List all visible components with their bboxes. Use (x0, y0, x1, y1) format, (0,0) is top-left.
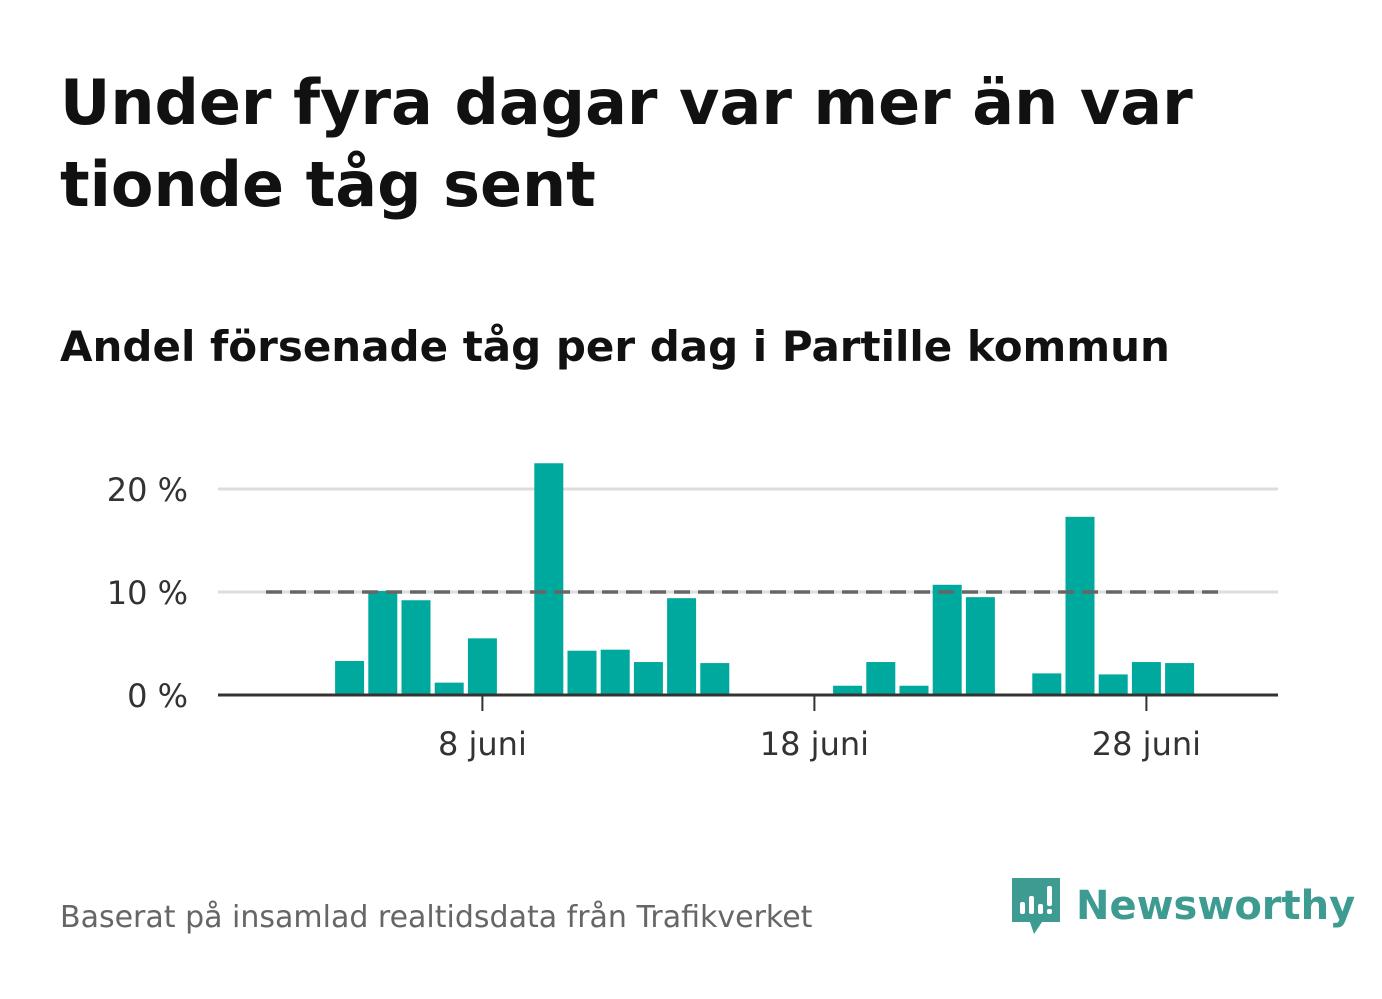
bar (1065, 516, 1095, 695)
bar (899, 685, 929, 695)
bar (600, 649, 630, 695)
source-note: Baserat på insamlad realtidsdata från Tr… (60, 900, 813, 935)
bar (932, 584, 962, 695)
bar (833, 685, 863, 695)
axis-layer: 0 % 10 % 20 % 8 juni 18 juni 28 juni (107, 471, 1278, 763)
bar (1131, 662, 1161, 695)
chart-title: Under fyra dagar var mer än var tionde t… (60, 66, 1193, 221)
y-tick-label: 0 % (127, 677, 188, 715)
x-tick-label: 8 juni (438, 725, 527, 763)
bar-layer (335, 463, 1195, 695)
bar (335, 661, 365, 695)
bar (667, 598, 697, 695)
bar-chart: 0 % 10 % 20 % 8 juni 18 juni 28 juni (107, 463, 1278, 763)
x-tick-label: 28 juni (1092, 725, 1201, 763)
x-tick-label: 18 juni (760, 725, 869, 763)
bar (866, 662, 896, 695)
y-tick-label: 10 % (107, 574, 188, 612)
bar (965, 597, 995, 695)
bar (534, 463, 564, 695)
bar (1032, 673, 1062, 695)
bar (368, 590, 398, 695)
chart-subtitle: Andel försenade tåg per dag i Partille k… (60, 322, 1170, 371)
bar (1098, 674, 1128, 695)
bar (1165, 663, 1195, 695)
bar (700, 663, 730, 695)
brand-name: Newsworthy (1076, 883, 1356, 929)
bar (434, 682, 464, 695)
grid-layer (218, 487, 1278, 594)
bar (401, 600, 431, 695)
y-tick-label: 20 % (107, 471, 188, 509)
newsworthy-icon (1012, 878, 1060, 934)
bar (567, 650, 597, 695)
bar (467, 638, 497, 695)
bar (633, 662, 663, 695)
brand-logo: Newsworthy (1010, 876, 1355, 936)
